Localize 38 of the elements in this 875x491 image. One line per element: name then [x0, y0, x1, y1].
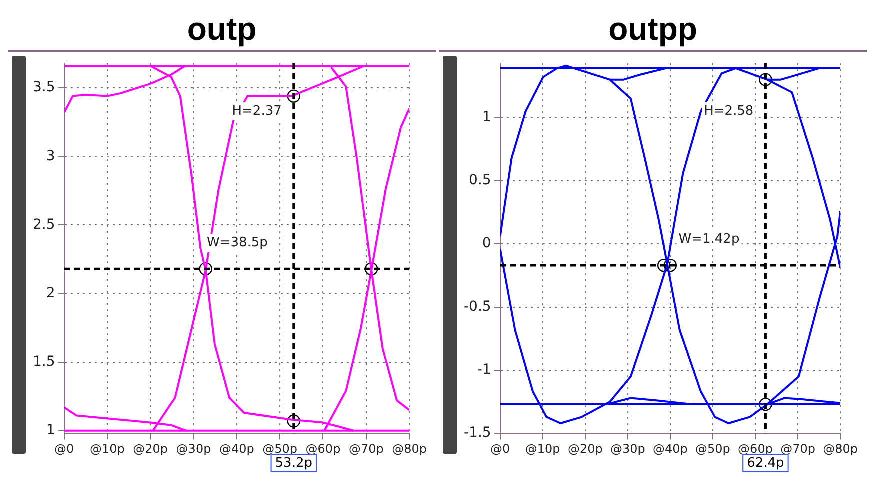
- y-tick-label: 1.5: [33, 354, 56, 370]
- x-tick-label: @70p: [780, 442, 816, 456]
- x-tick-label: @10p: [90, 442, 125, 456]
- x-tick-label: @20p: [568, 442, 603, 456]
- x-tick-label: @40p: [652, 442, 688, 456]
- chart-title: outpp: [608, 10, 698, 49]
- x-tick-label: @30p: [176, 442, 212, 456]
- annotation: W=38.5p: [206, 235, 268, 250]
- ref-line-label: 53.2p: [275, 456, 312, 471]
- x-tick-label: @10p: [525, 442, 560, 456]
- y-tick-label: 1: [46, 422, 56, 438]
- x-tick-label: @60p: [306, 442, 341, 456]
- x-tick-label: @80p: [823, 442, 858, 456]
- ref-line-label: 62.4p: [747, 456, 784, 471]
- annotation: W=1.42p: [678, 232, 740, 247]
- x-tick-label: @80p: [392, 442, 427, 456]
- y-tick-label: -1.5: [464, 425, 492, 442]
- x-tick-label: @0: [490, 442, 510, 456]
- annotation: H=2.37: [232, 104, 282, 119]
- y-tick-label: 1: [482, 109, 492, 126]
- chart-title: outp: [186, 10, 258, 49]
- x-tick-label: @70p: [348, 442, 384, 456]
- x-tick-label: @40p: [219, 442, 254, 456]
- x-tick-label: @50p: [696, 442, 730, 456]
- x-tick-label: @50p: [262, 442, 298, 456]
- x-tick-label: @60p: [738, 442, 773, 456]
- y-tick-label: -0.5: [464, 298, 492, 315]
- y-tick-label: 3: [46, 148, 56, 164]
- x-tick-label: @0: [54, 442, 74, 456]
- x-tick-label: @20p: [133, 442, 168, 456]
- y-tick-label: 2: [46, 285, 56, 302]
- y-tick-label: 3.5: [33, 80, 56, 96]
- y-tick-label: 0.5: [469, 172, 492, 189]
- y-tick-label: 0: [482, 236, 492, 252]
- y-tick-label: -1: [477, 362, 492, 378]
- annotation: H=2.58: [704, 104, 754, 119]
- y-tick-label: 2.5: [33, 216, 56, 233]
- x-tick-label: @30p: [610, 442, 646, 456]
